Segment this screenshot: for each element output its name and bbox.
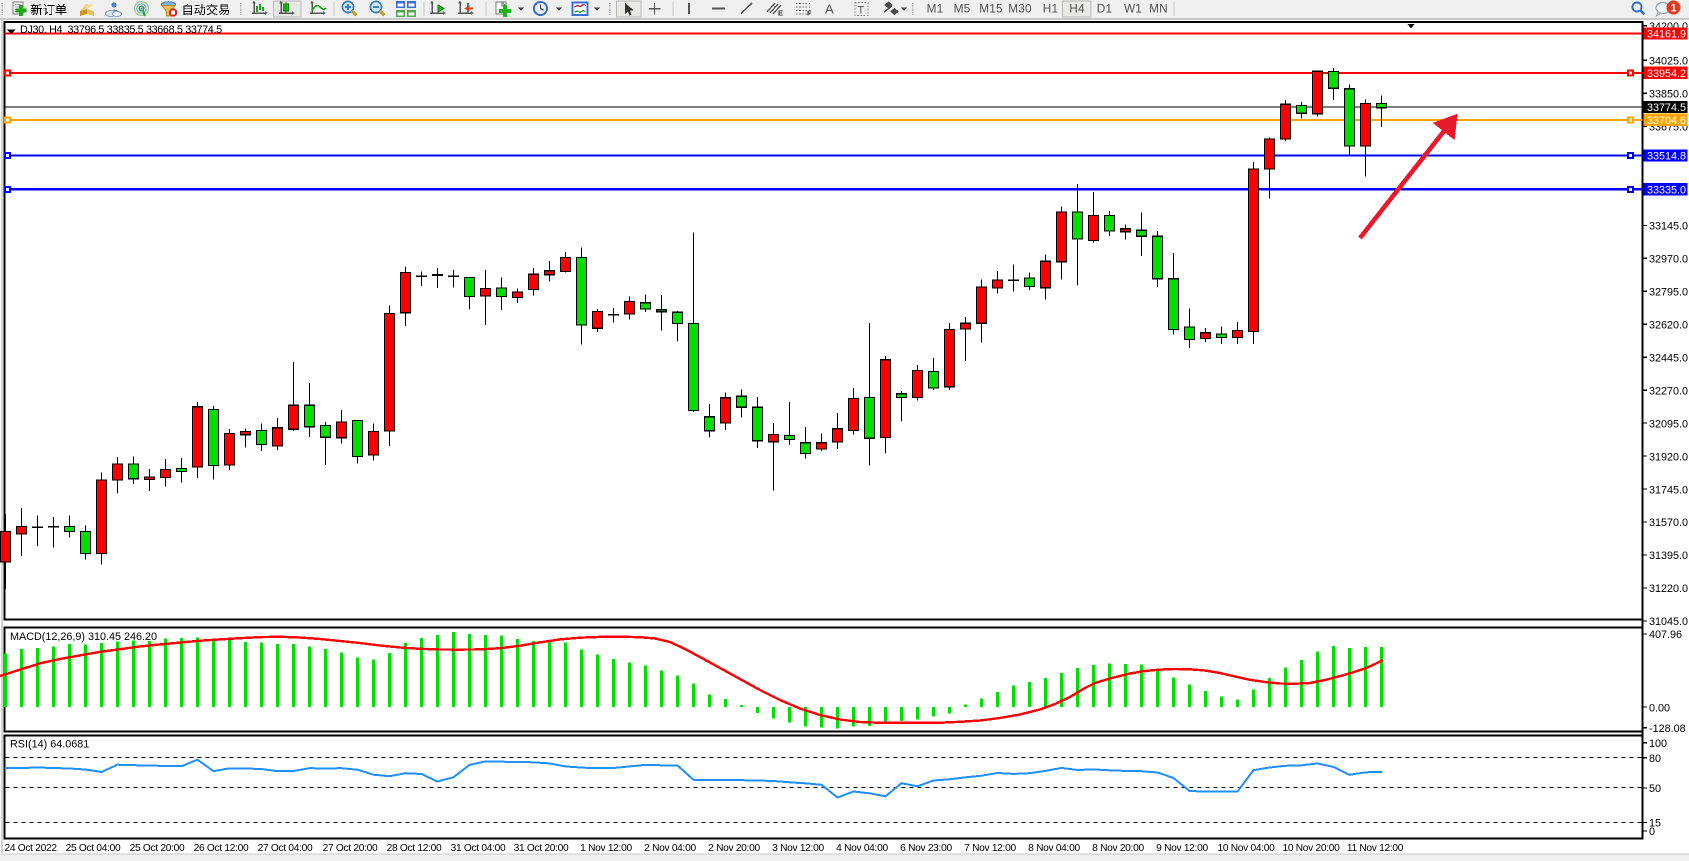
svg-text:33954.2: 33954.2 [1647,68,1686,80]
svg-text:MACD(12,26,9) 310.45 246.20: MACD(12,26,9) 310.45 246.20 [10,631,157,643]
svg-text:25 Oct 04:00: 25 Oct 04:00 [66,843,121,854]
svg-text:33335.0: 33335.0 [1647,185,1686,197]
svg-text:31395.0: 31395.0 [1649,550,1688,562]
svg-text:31045.0: 31045.0 [1649,616,1688,628]
svg-text:F: F [807,9,812,18]
svg-text:31 Oct 20:00: 31 Oct 20:00 [514,843,569,854]
svg-text:27 Oct 04:00: 27 Oct 04:00 [258,843,313,854]
svg-text:E: E [778,9,783,18]
svg-text:D1: D1 [1097,2,1112,16]
svg-text:2 Nov 20:00: 2 Nov 20:00 [708,843,760,854]
svg-text:33704.6: 33704.6 [1647,115,1686,127]
svg-text:25 Oct 20:00: 25 Oct 20:00 [130,843,185,854]
svg-text:8 Nov 20:00: 8 Nov 20:00 [1092,843,1144,854]
svg-text:32620.0: 32620.0 [1649,319,1688,331]
svg-text:3 Nov 12:00: 3 Nov 12:00 [772,843,824,854]
svg-text:31745.0: 31745.0 [1649,484,1688,496]
svg-text:2 Nov 04:00: 2 Nov 04:00 [644,843,696,854]
svg-text:28 Oct 12:00: 28 Oct 12:00 [387,843,442,854]
svg-text:31 Oct 04:00: 31 Oct 04:00 [451,843,506,854]
svg-text:31920.0: 31920.0 [1649,451,1688,463]
svg-text:50: 50 [1649,783,1661,795]
svg-text:W1: W1 [1124,2,1142,16]
svg-text:M15: M15 [979,2,1003,16]
svg-text:M30: M30 [1008,2,1032,16]
svg-text:0: 0 [1649,826,1655,838]
svg-text:32970.0: 32970.0 [1649,254,1688,266]
svg-text:34161.9: 34161.9 [1647,29,1686,41]
svg-text:-128.08: -128.08 [1649,723,1686,735]
svg-text:0.00: 0.00 [1649,702,1670,714]
svg-text:15: 15 [1649,818,1661,830]
svg-text:33514.8: 33514.8 [1647,151,1686,163]
svg-text:32095.0: 32095.0 [1649,418,1688,430]
svg-text:DJ30, H4 33796.5 33835.5 3366: DJ30, H4 33796.5 33835.5 33668.5 33774.5 [20,24,222,36]
svg-text:31220.0: 31220.0 [1649,583,1688,595]
svg-text:10 Nov 20:00: 10 Nov 20:00 [1282,843,1340,854]
svg-text:H1: H1 [1043,2,1058,16]
svg-text:33774.5: 33774.5 [1647,102,1686,114]
svg-text:100: 100 [1649,738,1667,750]
svg-text:32445.0: 32445.0 [1649,352,1688,364]
svg-text:10 Nov 04:00: 10 Nov 04:00 [1217,843,1275,854]
svg-text:32270.0: 32270.0 [1649,385,1688,397]
svg-text:33145.0: 33145.0 [1649,221,1688,233]
svg-text:A: A [825,2,834,17]
svg-text:1: 1 [1670,3,1676,15]
svg-text:RSI(14) 64.0681: RSI(14) 64.0681 [10,739,89,751]
svg-text:H4: H4 [1069,2,1085,16]
svg-text:9 Nov 12:00: 9 Nov 12:00 [1156,843,1208,854]
svg-text:32795.0: 32795.0 [1649,287,1688,299]
svg-text:MN: MN [1149,2,1168,16]
svg-text:M5: M5 [954,2,971,16]
svg-text:6 Nov 23:00: 6 Nov 23:00 [900,843,952,854]
svg-text:T: T [858,5,865,17]
svg-text:24 Oct 2022: 24 Oct 2022 [5,843,58,854]
svg-text:8 Nov 04:00: 8 Nov 04:00 [1028,843,1080,854]
svg-text:1 Nov 12:00: 1 Nov 12:00 [580,843,632,854]
svg-text:34025.0: 34025.0 [1649,56,1688,68]
svg-text:26 Oct 12:00: 26 Oct 12:00 [194,843,249,854]
svg-text:M1: M1 [927,2,944,16]
svg-text:4 Nov 04:00: 4 Nov 04:00 [836,843,888,854]
svg-text:407.96: 407.96 [1649,629,1682,641]
svg-text:27 Oct 20:00: 27 Oct 20:00 [323,843,378,854]
svg-text:80: 80 [1649,753,1661,765]
svg-text:7 Nov 12:00: 7 Nov 12:00 [964,843,1016,854]
svg-text:11 Nov 12:00: 11 Nov 12:00 [1347,843,1404,854]
svg-text:31570.0: 31570.0 [1649,517,1688,529]
svg-text:33850.0: 33850.0 [1649,89,1688,101]
